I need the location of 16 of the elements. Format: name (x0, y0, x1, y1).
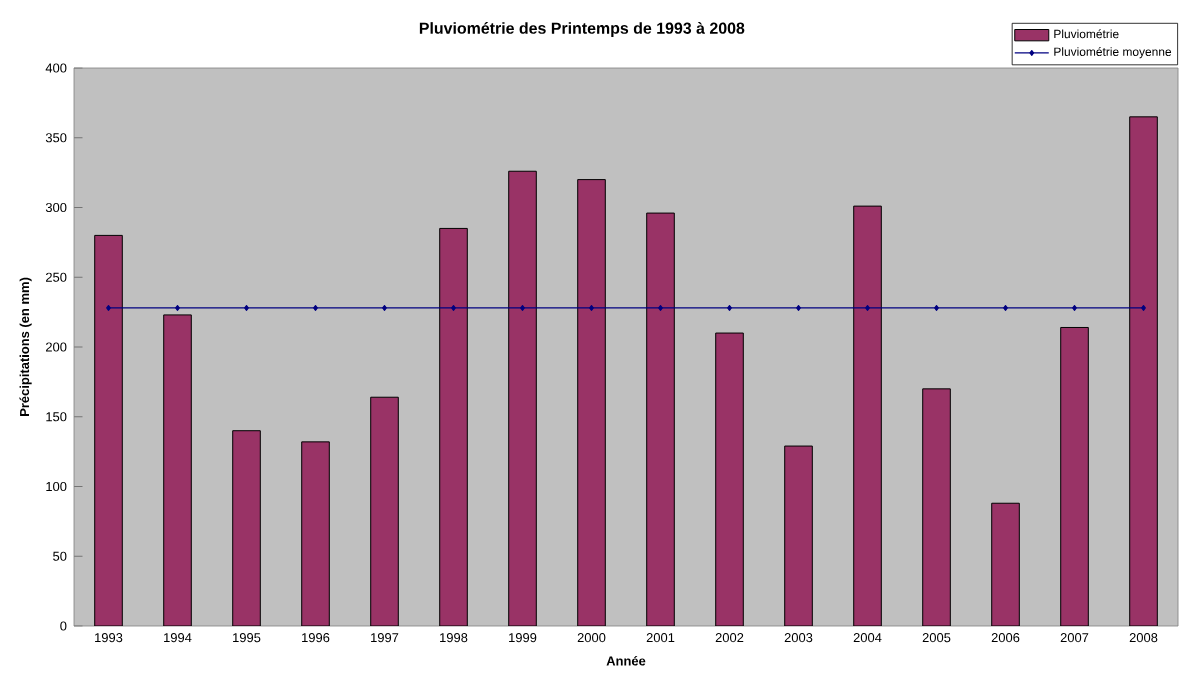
bar (1060, 326, 1089, 626)
bar (715, 332, 744, 626)
bar (646, 212, 675, 626)
bar (94, 234, 123, 626)
bar (853, 205, 882, 626)
bar (784, 445, 813, 626)
bar (1129, 116, 1158, 626)
bar (163, 314, 192, 626)
bar (991, 502, 1020, 626)
bar (508, 170, 537, 626)
bar (922, 388, 951, 626)
bar (301, 441, 330, 626)
bar (370, 396, 399, 626)
bar (232, 430, 261, 626)
bar (439, 227, 468, 626)
bar (577, 179, 606, 626)
